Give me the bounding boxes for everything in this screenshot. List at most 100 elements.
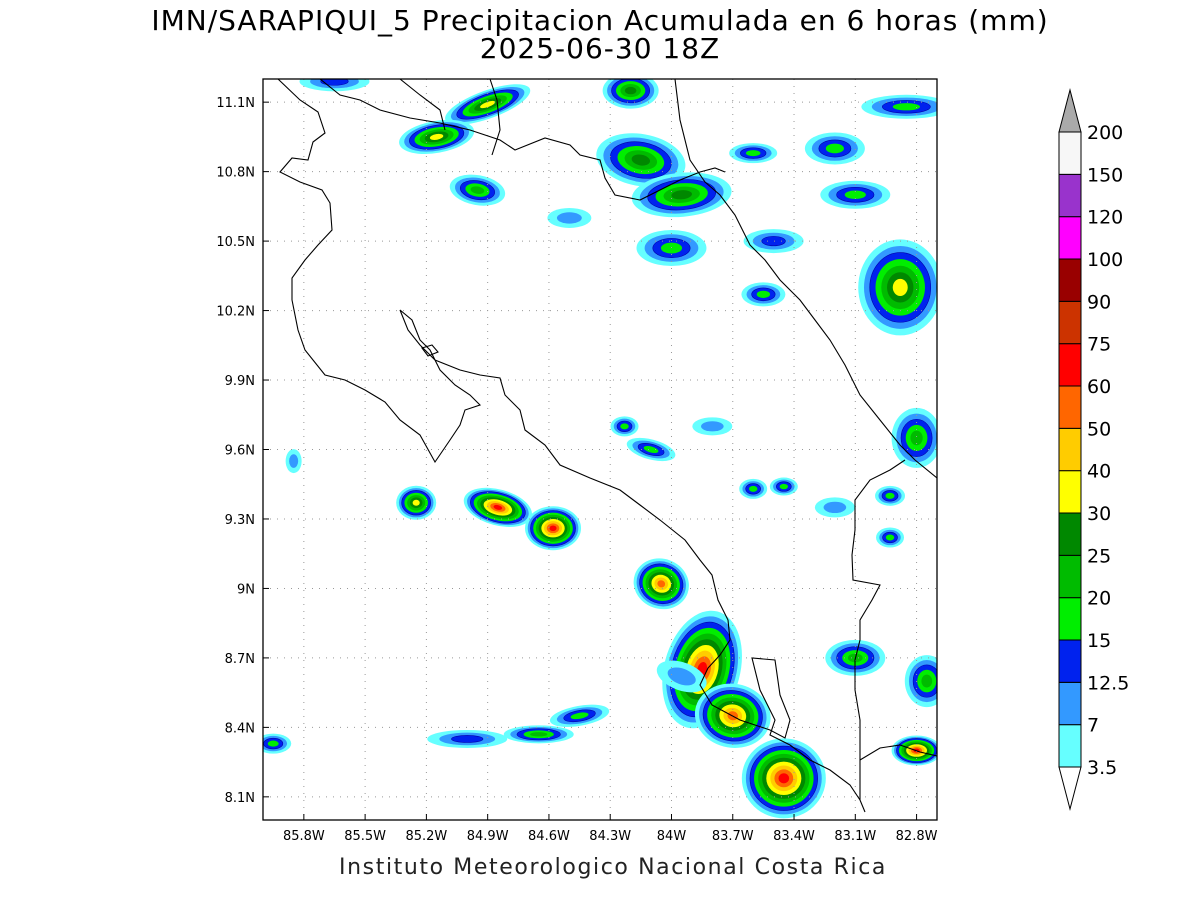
lon-tick-label: 84W: [657, 829, 687, 844]
precip-contour: [451, 735, 484, 743]
colorbar-swatch: [1058, 173, 1082, 218]
precip-cell: [445, 84, 531, 125]
precip-contour: [844, 190, 866, 200]
lat-tick-label: 9.9N: [225, 374, 255, 389]
precip-cell: [692, 417, 733, 436]
lat-tick-label: 10.5N: [216, 235, 255, 250]
precip-contour: [779, 483, 789, 490]
lon-tick-label: 82.8W: [896, 829, 938, 844]
lat-tick-label: 9N: [237, 582, 255, 597]
precip-contour: [267, 740, 279, 747]
lon-tick-label: 85.5W: [344, 829, 386, 844]
colorbar-swatch: [1058, 512, 1082, 556]
precip-contour: [549, 525, 557, 532]
precip-cell: [814, 497, 855, 518]
map-title: IMN/SARAPIQUI_5 Precipitacion Acumulada …: [151, 4, 1049, 37]
colorbar-swatch: [1058, 639, 1082, 683]
precip-contour: [761, 236, 786, 247]
lat-tick-label: 8.7N: [225, 652, 255, 667]
lake-shore-2: [399, 79, 446, 131]
precip-contour: [667, 667, 696, 686]
precip-contour: [320, 79, 349, 86]
precip-cell: [602, 79, 659, 109]
colorbar-swatch: [1058, 258, 1082, 302]
colorbar-label: 50: [1087, 418, 1111, 440]
precip-contour: [748, 485, 758, 492]
lat-tick-label: 8.4N: [225, 721, 255, 736]
precip-contour: [825, 143, 844, 154]
precip-cell: [876, 527, 905, 548]
colorbar-label: 40: [1087, 461, 1111, 483]
precip-cell: [636, 230, 707, 267]
precip-contour: [470, 186, 485, 194]
lat-tick-label: 8.1N: [225, 791, 255, 806]
precip-contour: [412, 499, 420, 506]
colorbar-swatch: [1058, 343, 1082, 387]
precip-contour: [493, 504, 503, 510]
precip-contour: [624, 86, 637, 95]
precip-cell: [596, 133, 686, 187]
lat-lon-grid: [263, 79, 937, 820]
precip-cell: [739, 478, 768, 499]
precip-contour: [620, 423, 629, 430]
precip-cell: [503, 725, 574, 744]
precip-cell: [610, 416, 639, 437]
precip-contour: [892, 103, 920, 111]
colorbar-swatch: [1058, 427, 1082, 472]
precip-cell: [891, 407, 937, 468]
precip-contour: [885, 492, 895, 499]
colorbar-label: 30: [1087, 503, 1111, 525]
precip-contour: [429, 133, 444, 140]
precip-cell: [547, 207, 592, 228]
precip-cell: [449, 174, 506, 206]
nicaragua-border: [319, 79, 726, 201]
colorbar-over-arrow: [1058, 88, 1082, 133]
lat-tick-label: 9.3N: [225, 513, 255, 528]
precip-cell: [820, 180, 891, 209]
lat-tick-label: 10.2N: [216, 305, 255, 320]
colorbar-swatch: [1058, 554, 1082, 599]
colorbar-label: 20: [1087, 588, 1111, 610]
axis-ticks: 85.8W 85.5W 85.2W 84.9W 84.6W 84.3W 84W 83.7W 83…: [216, 96, 937, 844]
precip-cell: [891, 735, 937, 766]
precip-cell: [861, 94, 937, 119]
precip-contour: [643, 445, 659, 454]
precip-cell: [263, 733, 292, 754]
precip-contour: [756, 290, 771, 298]
colorbar-label: 75: [1087, 334, 1111, 356]
precip-contour: [778, 773, 790, 784]
precip-contour: [480, 100, 496, 109]
coastline-borders: [277, 79, 937, 813]
precip-contour: [745, 150, 761, 157]
lake-shore: [489, 79, 501, 156]
panama-border: [851, 459, 906, 800]
precip-cell: [463, 487, 533, 527]
precip-cell: [299, 79, 370, 92]
precip-contour: [657, 580, 666, 588]
colorbar-label: 25: [1087, 545, 1111, 567]
precip-cell: [858, 239, 937, 336]
precip-contour: [701, 421, 724, 432]
lon-tick-label: 83.1W: [834, 829, 876, 844]
precip-contour: [885, 534, 895, 541]
precip-cell: [427, 729, 508, 748]
colorbar-swatch: [1058, 597, 1082, 641]
precip-contour: [556, 212, 582, 224]
precip-cell: [875, 485, 906, 506]
precip-cell: [399, 119, 475, 154]
lon-tick-label: 84.3W: [589, 829, 631, 844]
lon-tick-label: 84.9W: [467, 829, 509, 844]
lon-tick-label: 84.6W: [528, 829, 570, 844]
colorbar-label: 90: [1087, 291, 1111, 313]
colorbar-under-arrow: [1058, 766, 1082, 811]
precip-cell: [656, 660, 707, 693]
colorbar-label: 7: [1087, 715, 1099, 737]
precip-cell: [626, 437, 676, 462]
precip-cell: [396, 485, 437, 520]
precip-cell: [525, 506, 582, 551]
colorbar-swatch: [1058, 724, 1082, 768]
colorbar-label: 200: [1087, 122, 1123, 144]
lon-tick-label: 83.4W: [773, 829, 815, 844]
precip-contour: [530, 732, 548, 737]
